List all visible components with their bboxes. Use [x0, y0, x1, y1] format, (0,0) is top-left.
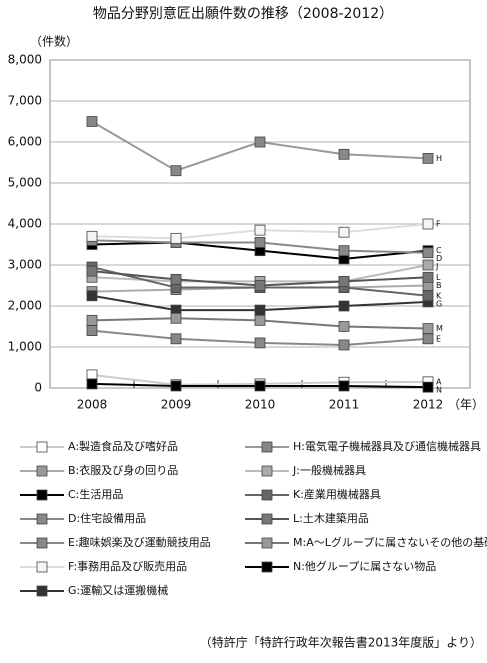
y-tick-label: 7,000 [8, 94, 42, 108]
series-end-label: E [436, 334, 441, 343]
data-point [86, 378, 98, 390]
series-end-label: A [436, 377, 442, 386]
y-tick-label: 1,000 [8, 340, 42, 354]
data-point [422, 247, 434, 259]
series-end-label: C [436, 246, 442, 255]
data-point [86, 290, 98, 302]
data-point [170, 165, 182, 177]
data-point [86, 369, 98, 381]
data-point [422, 152, 434, 164]
y-tick-label: 5,000 [8, 176, 42, 190]
x-tick-label: 2008 [77, 398, 108, 412]
legend-marker [36, 441, 48, 453]
legend-label: C:生活用品 [68, 487, 123, 501]
legend-marker [261, 441, 273, 453]
legend-marker [261, 513, 273, 525]
series-end-label: F [436, 220, 441, 229]
chart-title: 物品分野別意匠出願件数の推移（2008-2012） [93, 5, 393, 22]
series-end-label: B [436, 281, 442, 290]
data-point [86, 230, 98, 242]
data-point [170, 333, 182, 345]
data-point [422, 218, 434, 230]
legend-label: F:事務用品及び販売用品 [68, 559, 187, 573]
data-point [254, 314, 266, 326]
data-point [422, 259, 434, 271]
x-tick-label: 2010 [245, 398, 276, 412]
legend-marker [36, 537, 48, 549]
series-end-label: G [436, 299, 442, 308]
y-tick-label: 3,000 [8, 258, 42, 272]
legend-label: J:一般機械器具 [292, 463, 366, 477]
legend-label: N:他グループに属さない物品 [293, 559, 436, 573]
data-point [338, 380, 350, 392]
series-end-label: K [436, 291, 442, 300]
data-point [254, 337, 266, 349]
series-end-label: N [436, 385, 442, 394]
legend-label: D:住宅設備用品 [68, 511, 146, 525]
data-point [338, 148, 350, 160]
data-point [170, 232, 182, 244]
legend-label: H:電気電子機械器具及び通信機械器具 [293, 439, 481, 453]
legend-label: L:土木建築用品 [293, 511, 369, 525]
legend-marker [261, 561, 273, 573]
series-end-label: D [436, 254, 442, 263]
data-point [422, 333, 434, 345]
legend-marker [36, 465, 48, 477]
data-point [86, 314, 98, 326]
data-point [422, 271, 434, 283]
legend-label: G:運輸又は運搬機械 [68, 583, 168, 597]
legend-label: K:産業用機械器具 [293, 487, 381, 501]
x-tick-label: 2009 [161, 398, 192, 412]
source-note: （特許庁「特許行政年次報告書2013年度版」より） [200, 635, 482, 650]
data-point [422, 323, 434, 334]
data-point [254, 380, 266, 392]
data-point [86, 265, 98, 277]
legend-label: A:製造食品及び嗜好品 [68, 439, 178, 453]
y-tick-label: 6,000 [8, 135, 42, 149]
legend-marker [261, 489, 273, 501]
data-point [422, 381, 434, 393]
data-point [170, 273, 182, 285]
data-point [86, 325, 98, 337]
data-point [338, 275, 350, 287]
data-point [170, 312, 182, 324]
y-tick-label: 0 [34, 381, 42, 395]
data-point [254, 136, 266, 148]
legend-marker [36, 561, 48, 573]
data-point [86, 116, 98, 127]
data-point [338, 245, 350, 257]
data-point [170, 380, 182, 392]
y-tick-label: 2,000 [8, 299, 42, 313]
data-point [338, 300, 350, 312]
data-point [254, 237, 266, 248]
series-end-label: M [436, 324, 443, 333]
x-axis-label: （年） [448, 398, 484, 412]
x-tick-label: 2012 [413, 398, 444, 412]
y-axis-label: （件数） [30, 34, 78, 49]
y-tick-label: 8,000 [8, 53, 42, 67]
legend-marker [261, 537, 273, 549]
data-point [254, 224, 266, 236]
data-point [254, 304, 266, 316]
series-end-label: L [436, 273, 441, 282]
legend-marker [261, 465, 273, 477]
data-point [338, 321, 350, 332]
legend-marker [36, 513, 48, 525]
series-end-label: H [436, 154, 442, 163]
data-point [338, 226, 350, 238]
legend-label: B:衣服及び身の回り品 [68, 463, 178, 477]
legend-marker [36, 489, 48, 501]
data-point [422, 290, 434, 302]
series-end-label: J [435, 262, 438, 271]
legend-marker [36, 585, 48, 597]
data-point [254, 280, 266, 291]
legend-label: E:趣味娯楽及び運動競技用品 [68, 535, 211, 549]
y-tick-label: 4,000 [8, 217, 42, 231]
legend-label: M:A～Lグループに属さないその他の基礎製品 [293, 535, 487, 549]
x-tick-label: 2011 [329, 398, 360, 412]
data-point [338, 339, 350, 351]
